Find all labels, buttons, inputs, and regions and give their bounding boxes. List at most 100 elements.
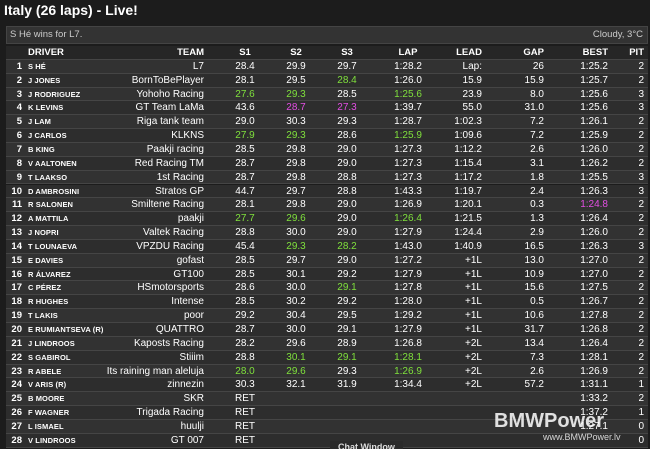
cell: RET (235, 407, 255, 419)
cell: SKR (183, 393, 204, 405)
driver-name: V LINDROOS (28, 435, 76, 445)
cell: Lap: (462, 60, 482, 72)
cell: 1:39.7 (394, 102, 422, 114)
cell: 16.5 (524, 240, 544, 252)
cell: gofast (176, 254, 204, 266)
cell: RET (235, 420, 255, 432)
position: 23 (11, 365, 22, 377)
cell: 1st Racing (156, 171, 204, 183)
cell: poor (183, 310, 204, 322)
cell: 3.1 (530, 157, 544, 169)
cell: 29.0 (337, 199, 357, 211)
cell: 29.8 (286, 143, 306, 155)
cell: 2 (638, 60, 644, 72)
cell: 1:25.5 (580, 171, 608, 183)
cell: 44.7 (235, 185, 255, 197)
cell: 1:27.3 (394, 157, 422, 169)
driver-name: T LAKIS (28, 311, 58, 321)
position: 12 (11, 213, 22, 225)
driver-name: J JONES (28, 75, 61, 85)
cell: 30.1 (286, 351, 306, 363)
chat-tab[interactable]: Chat Window (330, 441, 403, 449)
position: 8 (16, 157, 22, 169)
position: 11 (11, 199, 22, 211)
cell: 1:25.7 (580, 74, 608, 86)
cell: 29.8 (286, 157, 306, 169)
cell: 28.8 (337, 171, 357, 183)
cell: 28.5 (235, 296, 255, 308)
cell: 2 (638, 393, 644, 405)
cell: zinnezin (167, 379, 204, 391)
position: 6 (16, 130, 22, 142)
cell: 1:26.2 (580, 157, 608, 169)
cell: 28.7 (235, 171, 255, 183)
cell: 1:02.3 (454, 116, 482, 128)
position: 27 (11, 420, 22, 432)
cell: 2 (638, 130, 644, 142)
position: 24 (11, 379, 22, 391)
cell: 13.0 (524, 254, 544, 266)
driver-name: S GABIROL (28, 352, 71, 362)
cell: 57.2 (524, 379, 544, 391)
cell: 1:09.6 (454, 130, 482, 142)
cell: paakji (177, 213, 204, 225)
cell: Trigada Racing (136, 407, 204, 419)
result-row: 14 T LOUNAEVA VPZDU Racing 45.4 29.3 28.2 1:43… (6, 239, 648, 254)
cell: 29.0 (337, 213, 357, 225)
position: 1 (16, 60, 22, 72)
result-row: 11 R SALONEN Smiltene Racing 28.1 29.8 29.0 1:… (6, 198, 648, 213)
cell: VPZDU Racing (136, 240, 204, 252)
cell: 2 (638, 157, 644, 169)
cell: 1:24.4 (454, 227, 482, 239)
cell: 29.0 (235, 116, 255, 128)
driver-name: J NOPRI (28, 228, 59, 238)
cell: 2.6 (530, 365, 544, 377)
cell: 29.3 (286, 88, 306, 100)
position: 2 (16, 74, 22, 86)
cell: Stiiim (179, 351, 204, 363)
position: 21 (11, 337, 22, 349)
cell: 3 (638, 240, 644, 252)
cell: 30.2 (286, 296, 306, 308)
cell: +1L (465, 324, 482, 335)
driver-name: E RUMIANTSEVA (R) (28, 325, 104, 334)
cell: 2 (638, 268, 644, 280)
cell: Intense (171, 296, 204, 308)
cell: +2L (465, 351, 482, 363)
cell: 3 (638, 102, 644, 114)
column-header: BEST (582, 47, 608, 58)
cell: 1:28.2 (394, 60, 422, 72)
result-row: 1 S HÉ L7 28.4 29.9 29.7 1:28.2 Lap: 26 1:25.2 2 (6, 59, 648, 74)
cell: Smiltene Racing (131, 199, 204, 211)
cell: 1:29.2 (394, 310, 422, 322)
cell: 1:27.3 (394, 143, 422, 155)
cell: 1:26.8 (580, 324, 608, 335)
cell: Its raining man aleluja (106, 365, 204, 377)
cell: KLKNS (171, 130, 204, 142)
cell: 1:28.1 (580, 351, 608, 363)
cell: 28.7 (286, 102, 306, 114)
cell: 29.3 (337, 116, 357, 128)
cell: 1:28.7 (394, 116, 422, 128)
cell: 1:33.2 (580, 393, 608, 405)
result-row: 28 V LINDROOS GT 007 RET 0 (6, 433, 648, 448)
cell: 2.9 (530, 227, 544, 239)
position: 9 (16, 171, 22, 183)
cell: 29.3 (286, 240, 306, 252)
cell: 0 (638, 434, 644, 446)
result-row: 12 A MATTILA paakji 27.7 29.6 29.0 1:26.4 1:21.… (6, 212, 648, 227)
cell: 1:26.0 (580, 143, 608, 155)
cell: L7 (192, 60, 204, 72)
cell: 1:25.6 (394, 88, 422, 100)
result-row: 10 D AMBROSINI Stratos GP 44.7 29.7 28.8 1:43.… (6, 184, 648, 199)
driver-name: E DAVIES (28, 255, 64, 265)
position: 15 (11, 254, 22, 266)
cell: 10.9 (524, 268, 544, 280)
column-header: LEAD (456, 47, 482, 58)
cell: 29.6 (286, 213, 306, 225)
cell: 28.5 (235, 143, 255, 155)
cell: 1:26.0 (394, 74, 422, 86)
driver-name: F WAGNER (28, 408, 70, 418)
result-row: 9 T LAAKSO 1st Racing 28.7 29.8 28.8 1:27.3 1:1… (6, 170, 648, 185)
